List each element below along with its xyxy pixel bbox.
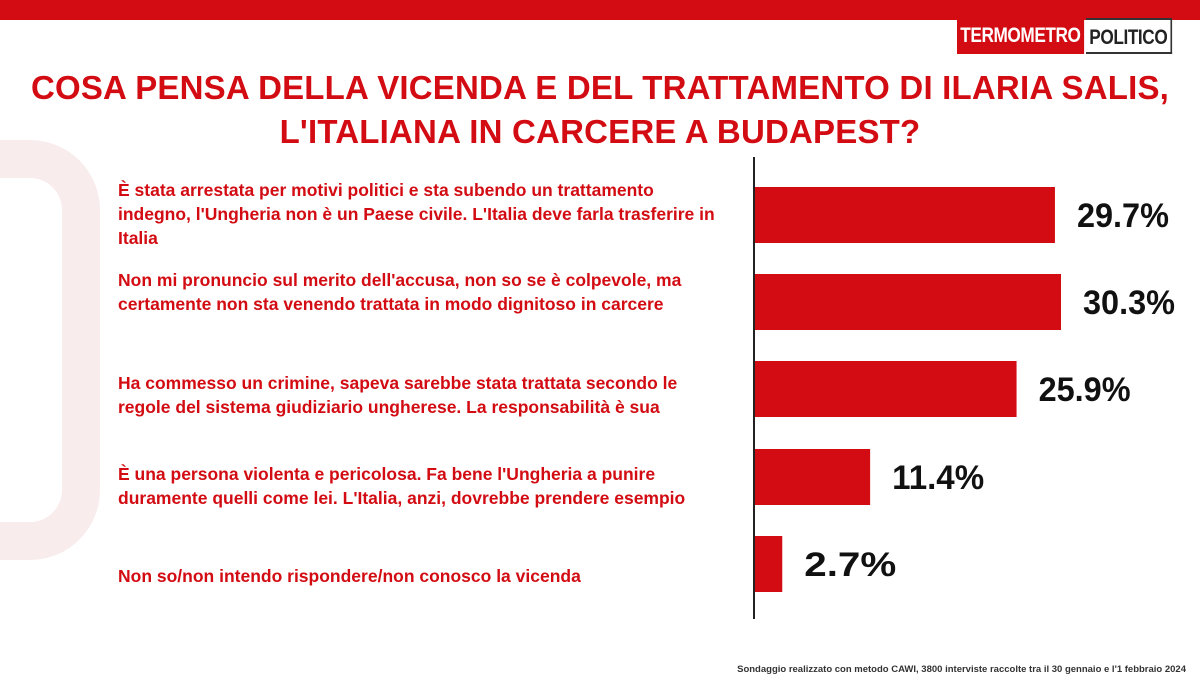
bar-5 [755, 536, 783, 592]
bar-value-label-3: 25.9% [1039, 371, 1131, 409]
bar-1 [755, 187, 1055, 243]
bar-value-label-2: 30.3% [1083, 284, 1175, 322]
bar-value-label-4: 11.4% [892, 459, 984, 497]
answer-label-3: Ha commesso un crimine, sapeva sarebbe s… [118, 373, 678, 417]
answer-label-4: È una persona violenta e pericolosa. Fa … [118, 464, 686, 508]
brand-logo-left: TERMOMETRO [957, 18, 1084, 54]
brand-logo-right: POLITICO [1085, 18, 1172, 54]
chart-title: COSA PENSA DELLA VICENDA E DEL TRATTAMEN… [30, 69, 1170, 150]
bar-2 [755, 274, 1061, 330]
survey-footnote: Sondaggio realizzato con metodo CAWI, 38… [737, 664, 1186, 675]
bar-value-label-1: 29.7% [1077, 197, 1169, 235]
bar-3 [755, 361, 1017, 417]
answer-label-2: Non mi pronuncio sul merito dell'accusa,… [118, 270, 682, 314]
answer-label-5: Non so/non intendo rispondere/non conosc… [118, 566, 581, 586]
answer-label-1: È stata arrestata per motivi politici e … [118, 180, 715, 248]
chart-axis-line [753, 157, 755, 619]
bar-value-label-5: 2.7% [804, 546, 896, 584]
brand-logo: TERMOMETRO POLITICO [957, 18, 1191, 54]
bar-4 [755, 449, 871, 505]
top-accent-bar [0, 0, 1200, 20]
